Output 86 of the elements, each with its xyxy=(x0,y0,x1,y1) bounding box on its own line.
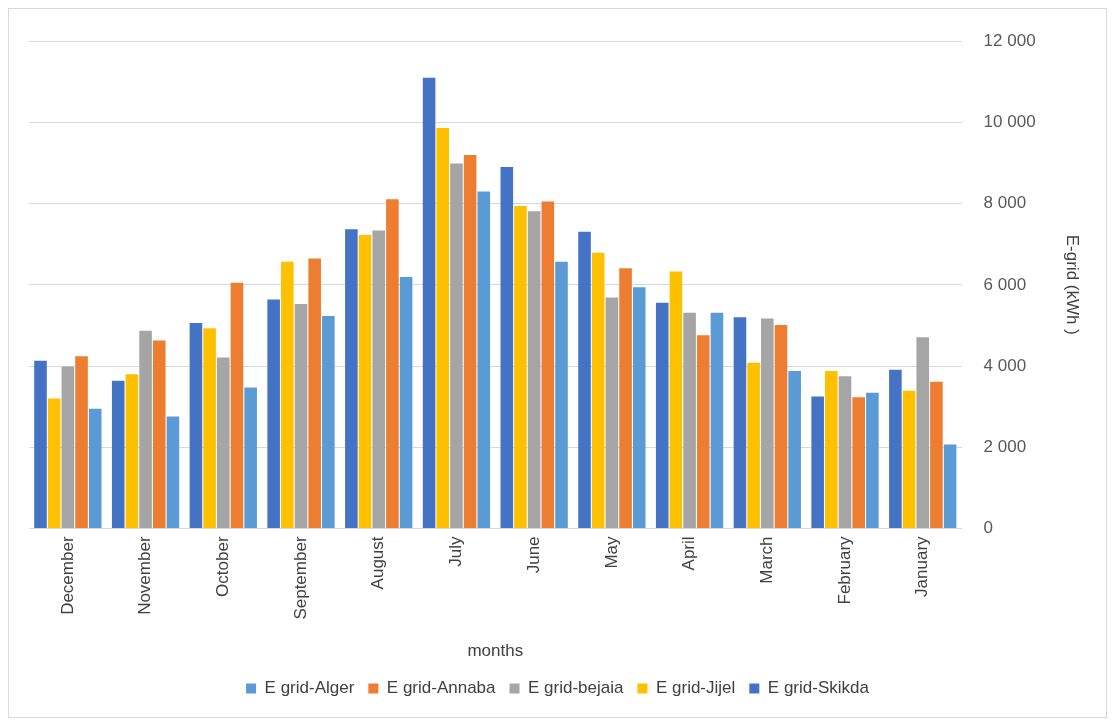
legend-label: E grid-Jijel xyxy=(655,678,736,698)
bar xyxy=(203,328,216,528)
bar xyxy=(655,302,669,528)
bar xyxy=(811,396,824,528)
bar xyxy=(916,337,930,528)
bar xyxy=(436,128,450,528)
bar xyxy=(450,163,463,528)
bar xyxy=(930,381,943,528)
bar xyxy=(358,234,372,528)
bar xyxy=(541,201,555,528)
bar xyxy=(294,303,308,528)
bar xyxy=(230,282,244,528)
bar xyxy=(591,252,605,528)
bar xyxy=(838,376,852,528)
bar xyxy=(322,316,335,528)
bar xyxy=(308,258,321,528)
x-tick-label: August xyxy=(368,536,388,590)
bar xyxy=(852,397,865,528)
x-tick-label: June xyxy=(523,536,543,574)
y-tick-label: 10 000 xyxy=(983,112,1036,132)
bar xyxy=(244,387,257,528)
bar xyxy=(477,191,491,528)
bar xyxy=(788,370,801,528)
bar xyxy=(619,268,632,528)
bar xyxy=(825,370,838,528)
bar xyxy=(866,392,879,528)
bar xyxy=(889,369,902,528)
y-tick-label: 0 xyxy=(983,518,994,538)
bar xyxy=(578,231,591,528)
y-tick-label: 2 000 xyxy=(983,436,1027,456)
x-tick-label: February xyxy=(834,535,854,605)
bar xyxy=(696,335,710,528)
bar xyxy=(605,297,619,528)
legend-label: E grid-Skikda xyxy=(767,678,870,698)
x-tick-label: October xyxy=(212,536,232,597)
bar xyxy=(189,322,203,528)
x-tick-label: April xyxy=(679,536,699,571)
bar xyxy=(902,390,916,528)
bar xyxy=(761,318,774,528)
x-tick-label: July xyxy=(446,535,466,567)
bar xyxy=(217,357,230,528)
bar xyxy=(710,312,724,528)
bar xyxy=(386,199,399,528)
bar xyxy=(125,374,139,528)
x-axis-title: months xyxy=(467,641,524,661)
bar xyxy=(683,312,696,528)
x-tick-label: January xyxy=(912,535,932,597)
bar xyxy=(111,380,125,528)
x-tick-label: May xyxy=(601,535,621,569)
y-tick-label: 4 000 xyxy=(983,355,1027,375)
bar xyxy=(422,77,436,528)
y-tick-label: 6 000 xyxy=(983,274,1027,294)
x-tick-label: September xyxy=(290,536,310,620)
bar xyxy=(152,340,166,528)
bar xyxy=(34,360,47,528)
bar xyxy=(166,416,180,528)
bar xyxy=(61,366,75,528)
bar xyxy=(733,317,747,528)
y-axis-title: E-grid (kWh ) xyxy=(1063,234,1083,335)
bar xyxy=(747,362,760,528)
bar xyxy=(345,229,358,528)
bar xyxy=(281,261,294,528)
x-tick-label: March xyxy=(757,536,776,584)
bar xyxy=(632,287,646,528)
bar xyxy=(527,211,541,528)
bar xyxy=(500,167,514,528)
bar xyxy=(774,325,788,528)
bar xyxy=(75,356,88,528)
y-tick-label: 8 000 xyxy=(983,193,1027,213)
x-tick-label: December xyxy=(57,536,77,615)
bar xyxy=(267,299,280,528)
bar xyxy=(399,277,413,528)
y-tick-label: 12 000 xyxy=(983,30,1036,50)
legend-label: E grid-bejaia xyxy=(528,678,625,698)
legend-label: E grid-Annaba xyxy=(386,678,497,698)
bar xyxy=(514,206,527,528)
bar xyxy=(372,230,386,528)
bar xyxy=(139,330,152,528)
bar xyxy=(47,398,61,528)
bar xyxy=(88,408,102,528)
bar xyxy=(555,261,568,528)
x-tick-label: November xyxy=(135,536,155,615)
bar xyxy=(669,271,683,528)
legend-label: E grid-Alger xyxy=(264,678,355,698)
bar xyxy=(943,444,957,528)
bar xyxy=(463,154,477,528)
